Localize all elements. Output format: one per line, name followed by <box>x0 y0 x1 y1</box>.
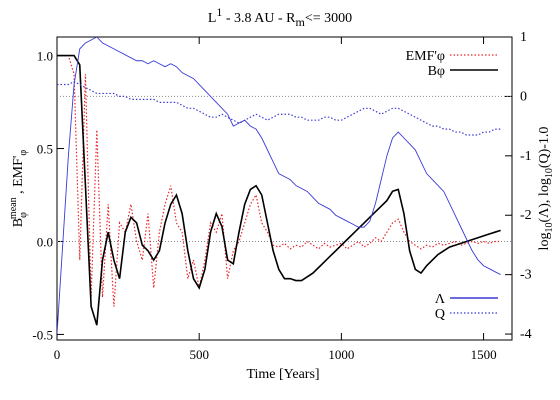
series-line <box>57 54 501 307</box>
y-axis-label-part: φ <box>18 212 29 218</box>
x-tick-label: 500 <box>189 347 209 362</box>
y-axis-label-part: B <box>11 218 26 227</box>
legend-label: EMF'φ <box>406 49 445 64</box>
y-axis-label-part: mean <box>8 197 19 219</box>
plot-frame <box>56 36 513 341</box>
series-line <box>57 37 501 335</box>
y2-axis-label-part: (Λ), log <box>537 178 552 222</box>
y2-axis-label-part: log <box>537 233 552 251</box>
y2-axis-label-part: 10 <box>544 168 555 178</box>
y2-tick-label: -4 <box>520 327 532 342</box>
chart-title-part: - 3.8 AU - R <box>222 11 296 26</box>
y-axis-label-part: φ <box>18 150 29 156</box>
chart-title-part: 1 <box>216 5 222 19</box>
y2-tick-label: -1 <box>520 149 532 164</box>
y2-tick-label: 0 <box>520 89 527 104</box>
x-axis-label: Time [Years] <box>246 367 319 382</box>
x-tick-label: 1000 <box>328 347 354 362</box>
y-tick-label: 0.0 <box>37 234 53 249</box>
x-tick-label: 1500 <box>471 347 497 362</box>
y2-axis-label: log10(Λ), log10(Q)-1.0 <box>537 127 555 251</box>
chart-title-part: <= 3000 <box>305 11 352 26</box>
y-tick-label: 0.5 <box>37 142 53 157</box>
chart-title: L1 - 3.8 AU - Rm<= 3000 <box>208 5 352 29</box>
y2-tick-label: -3 <box>520 268 532 283</box>
legend-label: Bφ <box>428 64 445 79</box>
legend-label: Λ <box>435 292 446 307</box>
series-line <box>57 80 501 136</box>
y2-axis-label-part: (Q)-1.0 <box>537 127 552 169</box>
y-tick-label: 1.0 <box>37 49 53 64</box>
y2-axis-label-part: 10 <box>544 223 555 233</box>
y2-tick-label: -2 <box>520 208 532 223</box>
y-tick-label: -0.5 <box>32 327 53 342</box>
y-axis-label-part: , EMF' <box>11 156 26 198</box>
legend-label: Q <box>435 307 445 322</box>
chart-title-part: m <box>296 15 306 29</box>
chart-title-part: L <box>208 11 217 26</box>
x-tick-label: 0 <box>54 347 61 362</box>
series-line <box>57 54 501 326</box>
y2-tick-label: 1 <box>520 30 527 45</box>
y-axis-label: Bφmean , EMF'φ <box>8 150 29 228</box>
